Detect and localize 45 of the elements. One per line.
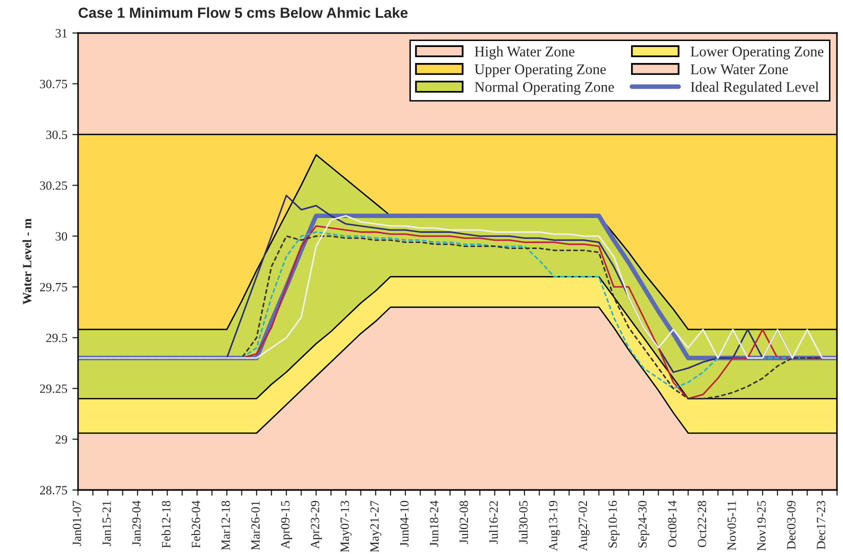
legend-label: Normal Operating Zone [474,82,614,95]
x-tick-label: Jan15-21 [102,501,111,546]
x-tick-label: May07-13 [340,500,352,552]
x-tick-label: Jan01-07 [72,500,82,546]
y-tick-label: 30.5 [46,130,68,140]
legend-label: Upper Operating Zone [474,64,606,78]
x-tick-label: Jul02-08 [459,500,468,544]
x-tick-label: Aug27-02 [578,501,590,551]
x-tick-label: Sep10-16 [608,500,620,548]
x-tick-label: Oct22-28 [698,500,706,548]
legend-label: High Water Zone [474,46,574,60]
x-tick-label: Dec17-23 [816,500,826,550]
y-tick-label: 28.75 [40,486,68,495]
y-tick-label: 29.75 [40,282,68,292]
x-tick-label: Feb12-18 [162,500,170,548]
chart-title: Case 1 Minimum Flow 5 cms Below Ahmic Lake [78,7,408,18]
x-tick-label: Aug13-19 [548,500,560,551]
x-tick-label: Feb26-04 [191,500,200,548]
x-tick-label: Apr23-29 [310,500,322,549]
y-tick-label: 29 [56,435,68,444]
legend-label: Lower Operating Zone [690,46,824,60]
y-tick-label: 31 [56,29,67,38]
x-tick-label: Apr09-15 [281,500,292,549]
x-tick-label: Jun18-24 [430,500,438,547]
x-tick-label: Jan29-04 [132,500,141,546]
x-tick-label: Jul16-22 [489,501,498,544]
x-tick-label: Oct08-14 [668,500,676,548]
y-tick-label: 30 [56,232,68,241]
legend-label: Low Water Zone [690,64,788,74]
x-tick-label: Mar12-18 [222,500,230,550]
x-tick-label: Jul30-05 [518,500,528,544]
y-tick-label: 30.75 [40,80,68,88]
x-tick-label: Sep24-30 [638,500,650,548]
y-tick-label: 29.5 [46,334,68,342]
x-tick-label: Nov05-11 [728,501,736,550]
x-tick-label: Mar26-01 [251,501,260,550]
y-tick-label: 30.25 [40,181,68,190]
y-axis-title: Water Level - m [22,218,32,304]
legend-label: Ideal Regulated Level [690,82,819,95]
x-tick-label: Jun04-10 [400,500,409,547]
x-tick-label: May21-27 [370,500,382,552]
y-tick-label: 29.25 [40,384,68,393]
line-series [240,231,808,390]
x-tick-label: Dec03-09 [787,500,796,550]
x-tick-label: Nov19-25 [757,500,766,551]
